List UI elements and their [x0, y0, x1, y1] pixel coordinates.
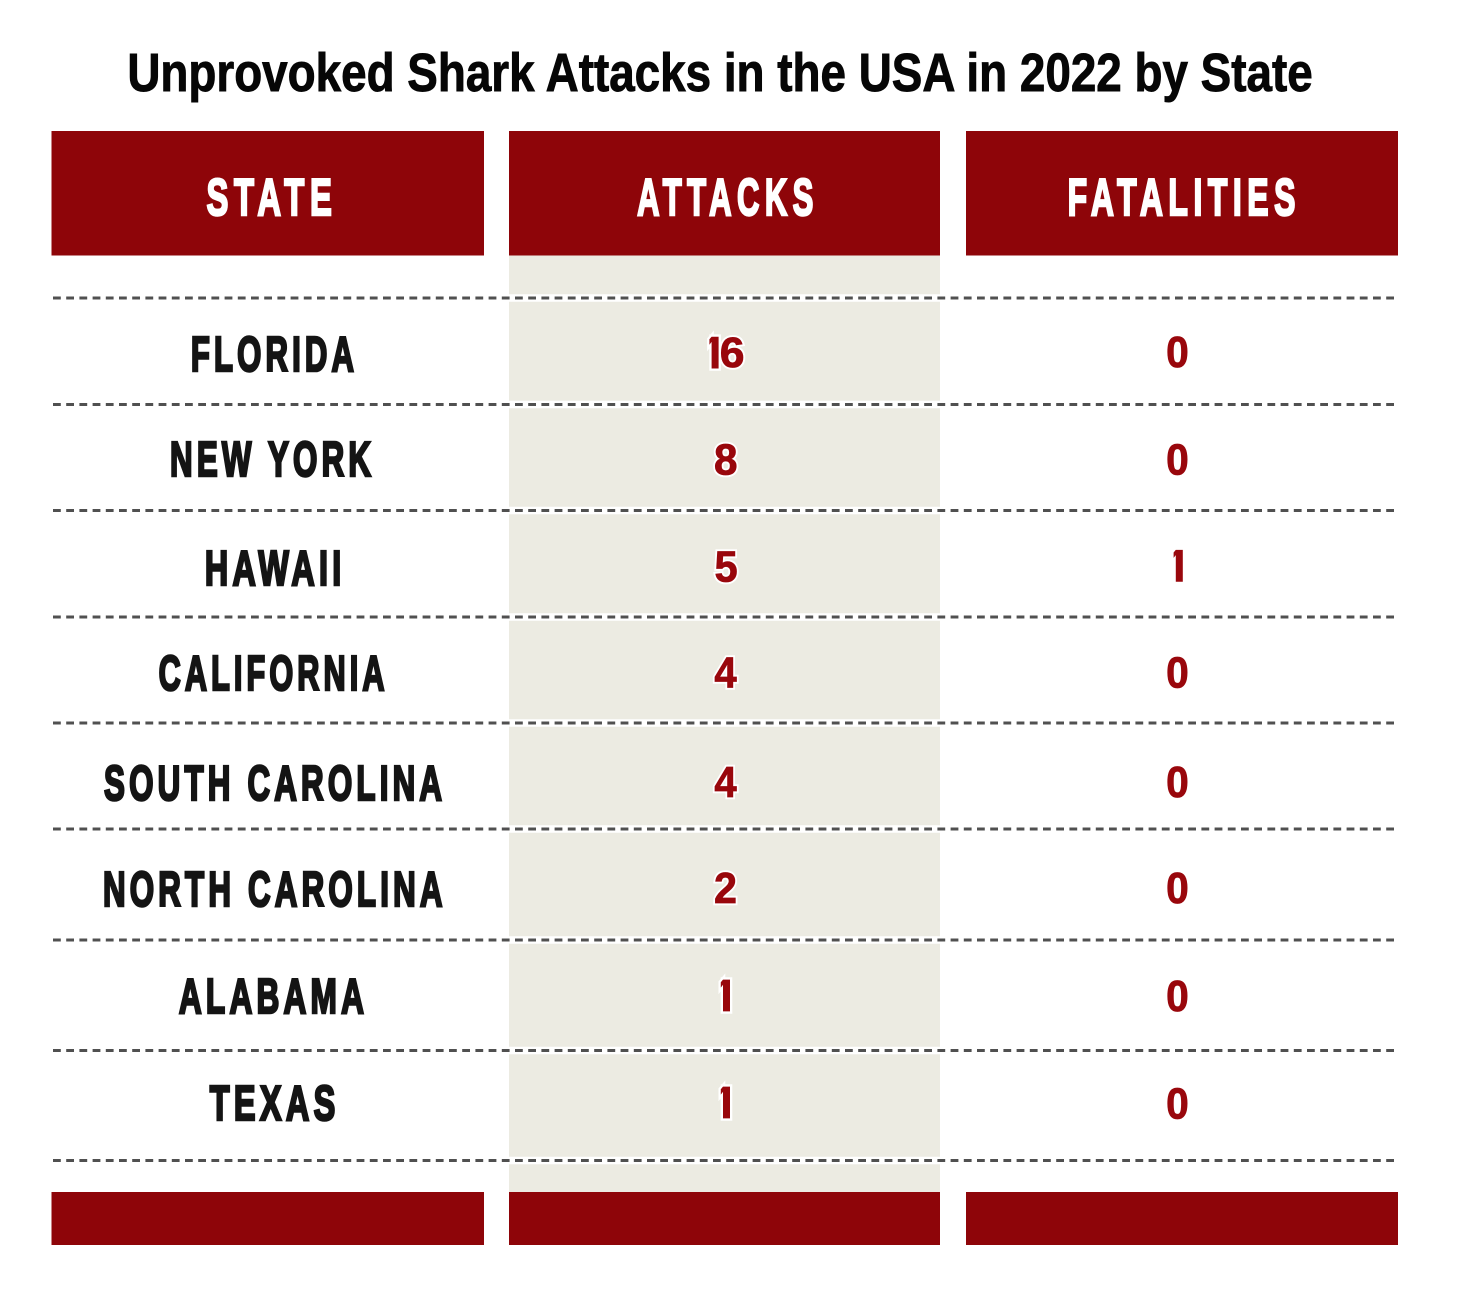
svg-text:0: 0 [1166, 435, 1189, 484]
svg-text:0: 0 [1166, 758, 1189, 807]
svg-text:Unprovoked Shark Attacks in th: Unprovoked Shark Attacks in the USA in 2… [127, 43, 1312, 103]
svg-text:FATALITIES: FATALITIES [1068, 169, 1301, 227]
svg-text:0: 0 [1166, 1079, 1189, 1128]
svg-text:4: 4 [714, 648, 737, 697]
svg-text:0: 0 [1166, 328, 1189, 377]
svg-text:STATE: STATE [206, 170, 337, 227]
svg-text:0: 0 [1166, 1079, 1189, 1128]
svg-text:2: 2 [714, 864, 737, 913]
svg-text:CALIFORNIA: CALIFORNIA [159, 646, 389, 701]
svg-text:0: 0 [1166, 864, 1189, 913]
svg-text:HAWAII: HAWAII [205, 542, 346, 596]
svg-text:0: 0 [1166, 758, 1189, 807]
svg-text:6: 6 [720, 329, 745, 377]
svg-text:0: 0 [1166, 648, 1189, 697]
svg-text:2: 2 [714, 864, 737, 913]
svg-text:6: 6 [720, 329, 745, 377]
svg-text:4: 4 [714, 648, 737, 697]
svg-text:5: 5 [715, 543, 738, 592]
svg-text:FLORIDA: FLORIDA [191, 327, 358, 382]
svg-text:SOUTH CAROLINA: SOUTH CAROLINA [104, 756, 446, 811]
svg-text:0: 0 [1166, 864, 1189, 913]
svg-text:ATTACKS: ATTACKS [637, 169, 819, 227]
svg-text:0: 0 [1166, 971, 1189, 1020]
svg-text:0: 0 [1166, 435, 1189, 484]
svg-text:8: 8 [714, 436, 738, 485]
svg-text:ALABAMA: ALABAMA [179, 969, 368, 1024]
svg-text:8: 8 [714, 436, 738, 485]
svg-text:TEXAS: TEXAS [210, 1075, 340, 1130]
svg-text:4: 4 [714, 758, 737, 807]
svg-text:5: 5 [715, 543, 738, 592]
svg-text:0: 0 [1166, 328, 1189, 377]
svg-text:0: 0 [1166, 971, 1189, 1020]
svg-text:NORTH CAROLINA: NORTH CAROLINA [103, 862, 447, 917]
svg-text:NEW YORK: NEW YORK [170, 432, 375, 487]
svg-text:0: 0 [1166, 648, 1189, 697]
svg-text:4: 4 [714, 758, 737, 807]
